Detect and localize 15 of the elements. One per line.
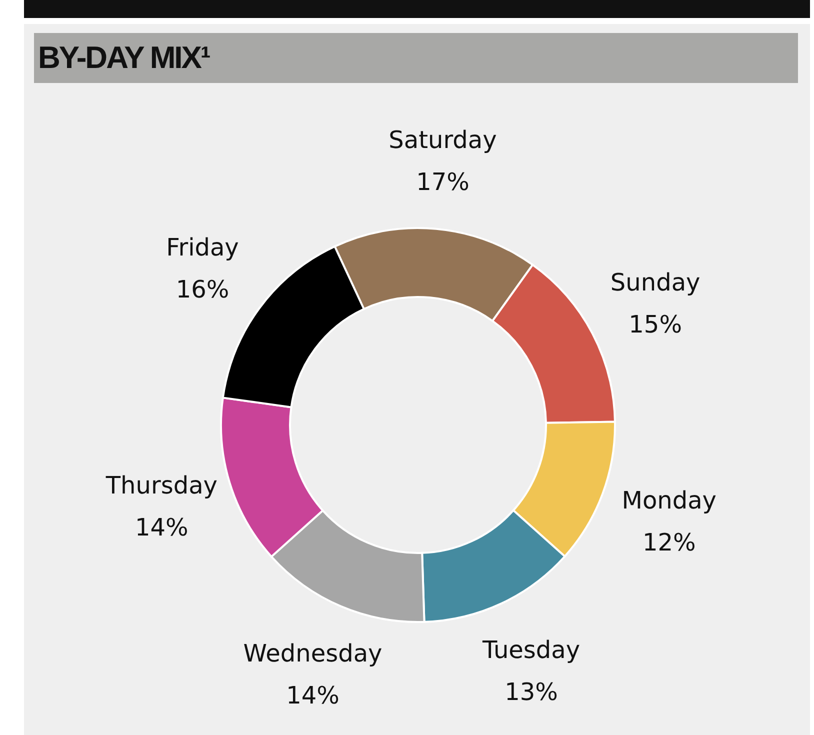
slice-label: Friday (166, 234, 239, 262)
slice-label: Wednesday (243, 639, 382, 668)
data-label: 13% (504, 678, 558, 706)
slice-label: Tuesday (481, 636, 580, 664)
slice-label: Thursday (104, 471, 218, 500)
slice-label: Monday (622, 486, 716, 515)
data-label: 14% (135, 513, 188, 542)
data-label: 16% (176, 276, 230, 304)
data-label: 15% (628, 310, 682, 339)
slice-label: Sunday (610, 268, 700, 297)
data-label: 17% (416, 168, 470, 196)
chart-title: BY-DAY MIX¹ (38, 40, 210, 76)
data-label: 14% (286, 681, 340, 710)
slice-label: Saturday (388, 126, 497, 154)
data-label: 12% (642, 528, 696, 557)
